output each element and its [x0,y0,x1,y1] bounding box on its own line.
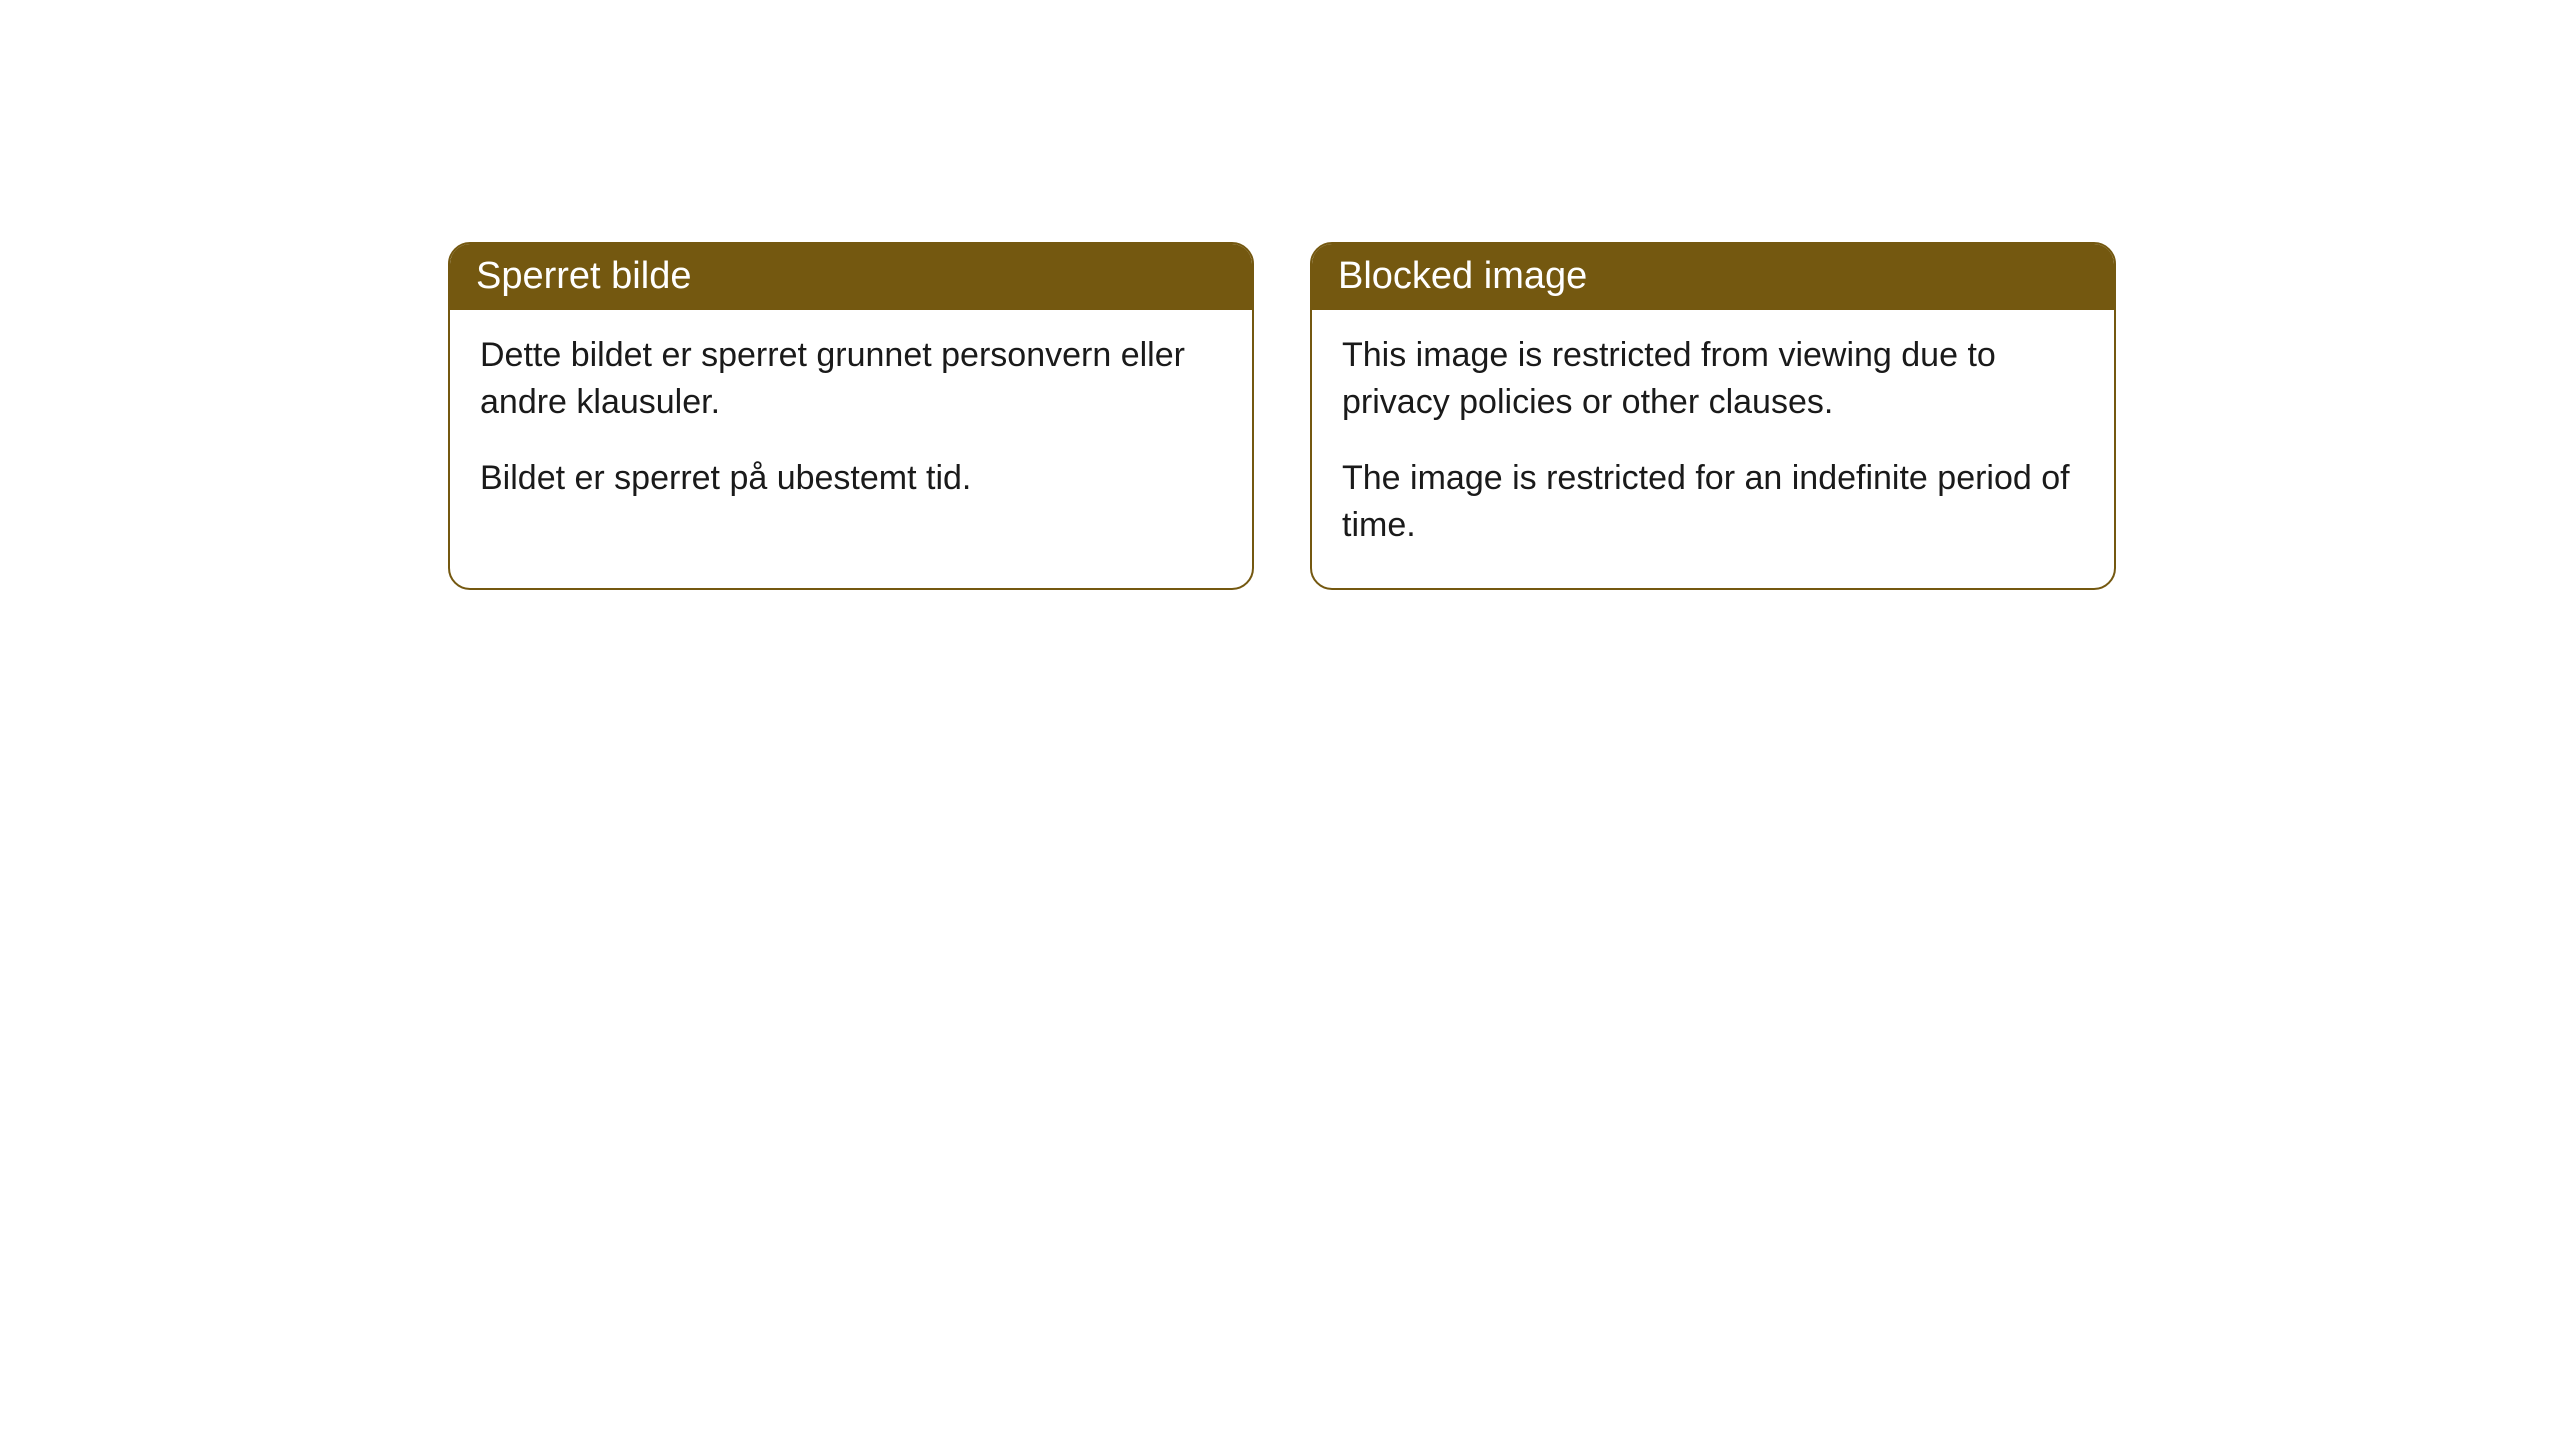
card-title: Blocked image [1338,255,1587,297]
notice-card-english: Blocked image This image is restricted f… [1310,242,2116,590]
notice-container: Sperret bilde Dette bildet er sperret gr… [448,242,2116,590]
card-body: Dette bildet er sperret grunnet personve… [450,310,1252,541]
card-paragraph: The image is restricted for an indefinit… [1342,455,2084,550]
card-paragraph: This image is restricted from viewing du… [1342,332,2084,427]
card-body: This image is restricted from viewing du… [1312,310,2114,588]
card-header: Blocked image [1312,244,2114,310]
notice-card-norwegian: Sperret bilde Dette bildet er sperret gr… [448,242,1254,590]
card-header: Sperret bilde [450,244,1252,310]
card-title: Sperret bilde [476,255,691,297]
card-paragraph: Dette bildet er sperret grunnet personve… [480,332,1222,427]
card-paragraph: Bildet er sperret på ubestemt tid. [480,455,1222,503]
